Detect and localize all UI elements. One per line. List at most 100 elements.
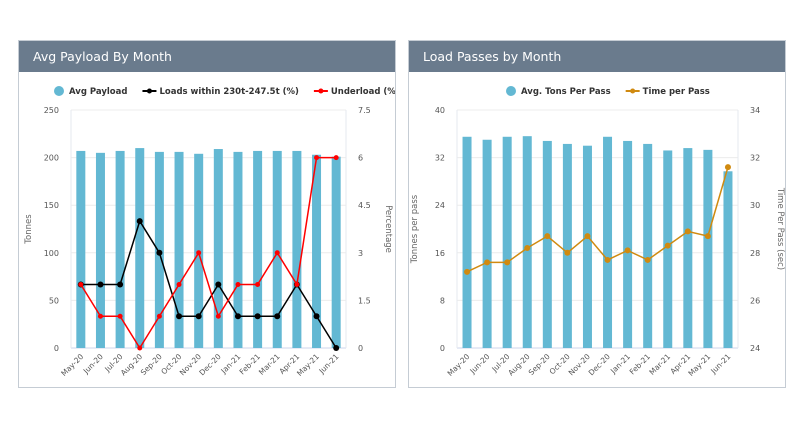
data-point bbox=[97, 313, 103, 319]
bar bbox=[213, 149, 223, 348]
bar bbox=[663, 150, 673, 348]
y-tick-label: 32 bbox=[435, 154, 445, 163]
data-point bbox=[724, 164, 731, 171]
bar bbox=[462, 136, 472, 348]
bar bbox=[115, 150, 125, 348]
x-tick-label: Mar-21 bbox=[257, 352, 282, 377]
avg-payload-panel: Avg Payload By Month 0 50 100 150 200 250 0 1.5… bbox=[18, 40, 396, 388]
data-point bbox=[274, 313, 281, 320]
y2-tick-label: 30 bbox=[750, 201, 760, 210]
panel-title: Load Passes by Month bbox=[409, 41, 785, 72]
y-axis-title: Tonnes bbox=[24, 214, 34, 245]
data-point bbox=[333, 155, 339, 161]
x-tick-label: Jun-21 bbox=[317, 352, 341, 376]
data-point bbox=[314, 155, 320, 161]
x-tick-label: Sep-20 bbox=[139, 352, 164, 377]
load-passes-panel: Load Passes by Month 0 8 16 24 32 40 24 26 28 30 3… bbox=[408, 40, 786, 388]
bar bbox=[603, 136, 613, 348]
bar bbox=[723, 171, 733, 348]
y-tick-label: 8 bbox=[440, 296, 445, 305]
y2-tick-label: 1.5 bbox=[358, 296, 371, 305]
bar bbox=[233, 151, 243, 348]
data-point bbox=[254, 313, 261, 320]
bar bbox=[482, 139, 492, 348]
bar bbox=[502, 136, 512, 348]
avg-payload-chart: 0 50 100 150 200 250 0 1.5 3 4.5 6 7.5 Tonnes Percent… bbox=[24, 86, 395, 378]
data-point bbox=[624, 247, 631, 254]
y2-tick-label: 24 bbox=[750, 344, 760, 353]
data-point bbox=[136, 218, 143, 225]
data-point bbox=[504, 259, 511, 266]
bar bbox=[703, 149, 713, 348]
x-tick-label: Sep-20 bbox=[527, 352, 552, 377]
bar bbox=[582, 145, 592, 348]
bar bbox=[76, 150, 86, 348]
data-point bbox=[195, 313, 202, 320]
x-tick-label: Jun-21 bbox=[708, 352, 732, 376]
data-point bbox=[464, 268, 471, 275]
data-point bbox=[97, 281, 104, 288]
data-point bbox=[215, 313, 221, 319]
data-point bbox=[544, 233, 551, 240]
data-point bbox=[664, 242, 671, 249]
bar bbox=[312, 154, 322, 348]
bar bbox=[562, 143, 572, 348]
legend-label: Loads within 230t-247.5t (%) bbox=[159, 87, 299, 97]
legend-marker bbox=[146, 88, 152, 94]
y2-tick-label: 6 bbox=[358, 154, 363, 163]
x-tick-label: Dec-20 bbox=[587, 352, 612, 377]
y-tick-label: 0 bbox=[54, 344, 59, 353]
y-tick-label: 250 bbox=[44, 106, 59, 115]
data-point bbox=[215, 281, 222, 288]
legend-label: Avg. Tons Per Pass bbox=[521, 87, 611, 97]
y-tick-label: 16 bbox=[435, 249, 445, 258]
panel-title: Avg Payload By Month bbox=[19, 41, 395, 72]
x-tick-label: May-20 bbox=[59, 352, 85, 378]
y2-tick-label: 26 bbox=[750, 296, 760, 305]
y2-tick-label: 3 bbox=[358, 249, 363, 258]
data-point bbox=[704, 233, 711, 240]
load-passes-chart: 0 8 16 24 32 40 24 26 28 30 32 34 Tonnes per pass Tim… bbox=[410, 86, 785, 378]
bar bbox=[253, 150, 263, 348]
bar bbox=[95, 152, 105, 348]
y-tick-label: 100 bbox=[44, 249, 59, 258]
data-point bbox=[644, 256, 651, 263]
y2-axis-title: Percentage bbox=[383, 205, 393, 253]
data-point bbox=[156, 313, 162, 319]
data-point bbox=[255, 282, 261, 288]
y-tick-label: 150 bbox=[44, 201, 59, 210]
y-tick-label: 24 bbox=[435, 201, 445, 210]
y-tick-label: 200 bbox=[44, 154, 59, 163]
y-tick-label: 50 bbox=[49, 296, 59, 305]
legend-label: Underload (%) bbox=[331, 87, 395, 97]
legend-label: Avg Payload bbox=[69, 87, 127, 97]
data-point bbox=[156, 249, 163, 256]
x-tick-label: Aug-20 bbox=[506, 352, 532, 378]
data-point bbox=[235, 282, 241, 288]
data-point bbox=[176, 282, 182, 288]
x-tick-label: Dec-20 bbox=[197, 352, 222, 377]
y2-tick-label: 32 bbox=[750, 154, 760, 163]
x-tick-label: May-21 bbox=[295, 352, 321, 378]
data-point bbox=[313, 313, 320, 320]
bar bbox=[174, 151, 184, 348]
x-tick-label: Mar-21 bbox=[647, 352, 672, 377]
y2-axis-title: Time Per Pass (sec) bbox=[775, 187, 785, 270]
legend-label: Time per Pass bbox=[643, 87, 710, 97]
legend-marker bbox=[318, 88, 324, 94]
data-point bbox=[524, 245, 531, 252]
data-point bbox=[78, 282, 84, 288]
x-tick-label: Jun-20 bbox=[468, 352, 492, 376]
bar bbox=[542, 140, 552, 348]
data-point bbox=[684, 228, 691, 235]
bar bbox=[272, 150, 282, 348]
bar bbox=[135, 148, 145, 348]
data-point bbox=[117, 281, 124, 288]
bar bbox=[331, 156, 341, 348]
bar bbox=[643, 143, 653, 348]
bar bbox=[522, 136, 532, 348]
y2-tick-label: 34 bbox=[750, 106, 760, 115]
bar bbox=[683, 148, 693, 348]
x-tick-label: May-20 bbox=[446, 352, 472, 378]
legend-marker bbox=[506, 86, 516, 96]
